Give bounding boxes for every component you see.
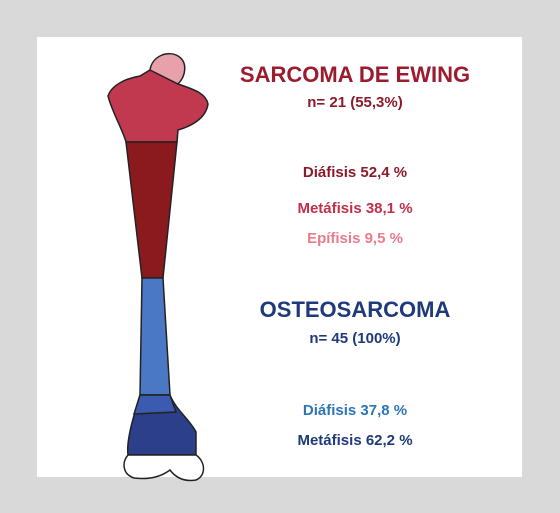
osteo-n: n= 45 (100%) [309, 330, 400, 347]
ewing-title: SARCOMA DE EWING [240, 62, 470, 87]
ewing-epiphysis: Epífisis 9,5 % [307, 230, 403, 247]
osteo-title: OSTEOSARCOMA [260, 297, 451, 322]
metaphysis-transition [134, 395, 176, 414]
page: SARCOMA DE EWING n= 21 (55,3%) Diáfisis … [0, 0, 560, 513]
osteo-diaphysis: Diáfisis 37,8 % [303, 402, 407, 419]
ewing-n: n= 21 (55,3%) [307, 94, 402, 111]
ewing-metaphysis: Metáfisis 38,1 % [297, 200, 412, 217]
osteo-metaphysis: Metáfisis 62,2 % [297, 432, 412, 449]
ewing-diaphysis: Diáfisis 52,4 % [303, 164, 407, 181]
